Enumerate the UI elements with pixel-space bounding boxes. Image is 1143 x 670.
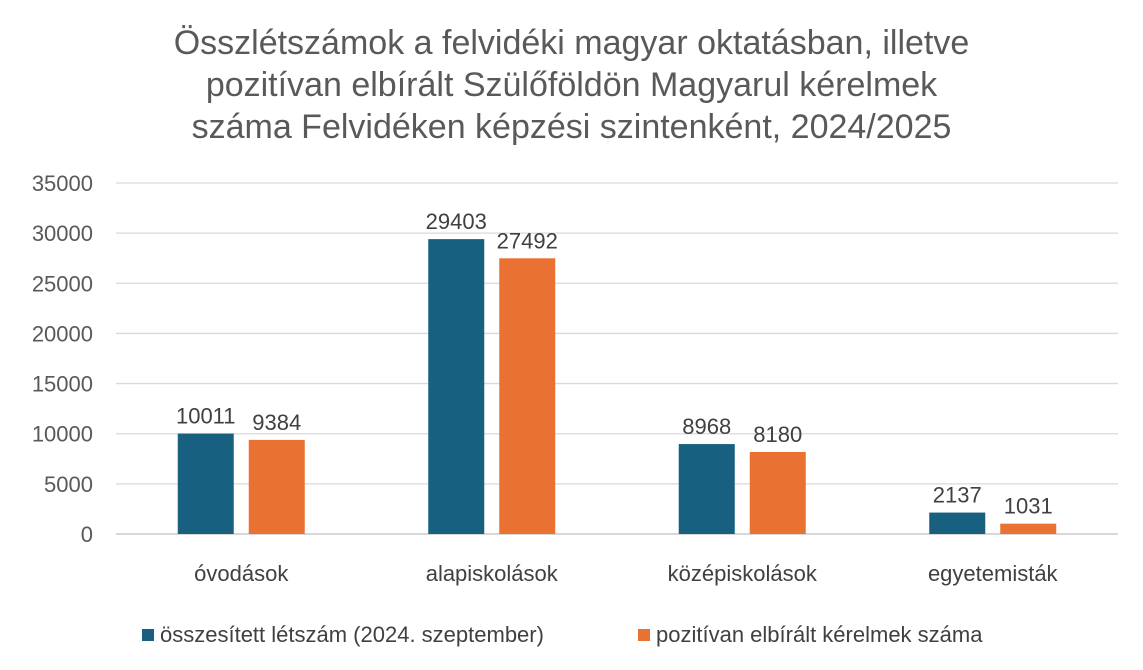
y-tick-label: 20000 — [32, 321, 93, 346]
chart-title-line: Összlétszámok a felvidéki magyar oktatás… — [173, 24, 970, 62]
data-label: 2137 — [933, 483, 982, 508]
data-label: 8968 — [682, 414, 731, 439]
y-tick-label: 25000 — [32, 271, 93, 296]
y-tick-label: 15000 — [32, 372, 93, 397]
chart-title-line: száma Felvidéken képzési szintenként, 20… — [191, 108, 952, 146]
data-label: 29403 — [426, 209, 487, 234]
x-tick-label: egyetemisták — [928, 561, 1059, 586]
chart-title-line: pozitívan elbírált Szülőföldön Magyarul … — [205, 66, 938, 104]
bar-osszesitett-3 — [929, 512, 986, 534]
y-tick-label: 30000 — [32, 221, 93, 246]
x-tick-label: alapiskolások — [426, 561, 559, 586]
y-tick-label: 5000 — [44, 472, 93, 497]
legend-swatch-series-2 — [638, 629, 650, 641]
legend-item-series-1: összesített létszám (2024. szeptember) — [142, 622, 544, 648]
y-tick-label: 0 — [81, 522, 93, 547]
x-tick-label: óvodások — [194, 561, 289, 586]
y-tick-label: 10000 — [32, 422, 93, 447]
y-tick-label: 35000 — [32, 171, 93, 196]
chart-title: Összlétszámok a felvidéki magyar oktatás… — [0, 22, 1143, 148]
legend-label-series-2: pozitívan elbírált kérelmek száma — [656, 622, 983, 647]
bar-osszesitett-1 — [428, 239, 485, 534]
bar-osszesitett-2 — [678, 444, 735, 534]
bar-pozitivan-0 — [248, 439, 305, 534]
data-label: 10011 — [176, 404, 236, 429]
legend-item-series-2: pozitívan elbírált kérelmek száma — [638, 622, 982, 648]
bar-pozitivan-3 — [1000, 523, 1057, 534]
bar-pozitivan-2 — [749, 451, 806, 534]
data-label: 1031 — [1004, 494, 1053, 519]
x-tick-label: középiskolások — [668, 561, 818, 586]
bar-osszesitett-0 — [177, 433, 234, 534]
legend-swatch-series-1 — [142, 629, 154, 641]
data-label: 8180 — [753, 422, 802, 447]
data-label: 27492 — [497, 228, 558, 253]
legend-label-series-1: összesített létszám (2024. szeptember) — [160, 622, 544, 647]
bar-pozitivan-1 — [499, 258, 556, 534]
data-label: 9384 — [252, 410, 301, 435]
